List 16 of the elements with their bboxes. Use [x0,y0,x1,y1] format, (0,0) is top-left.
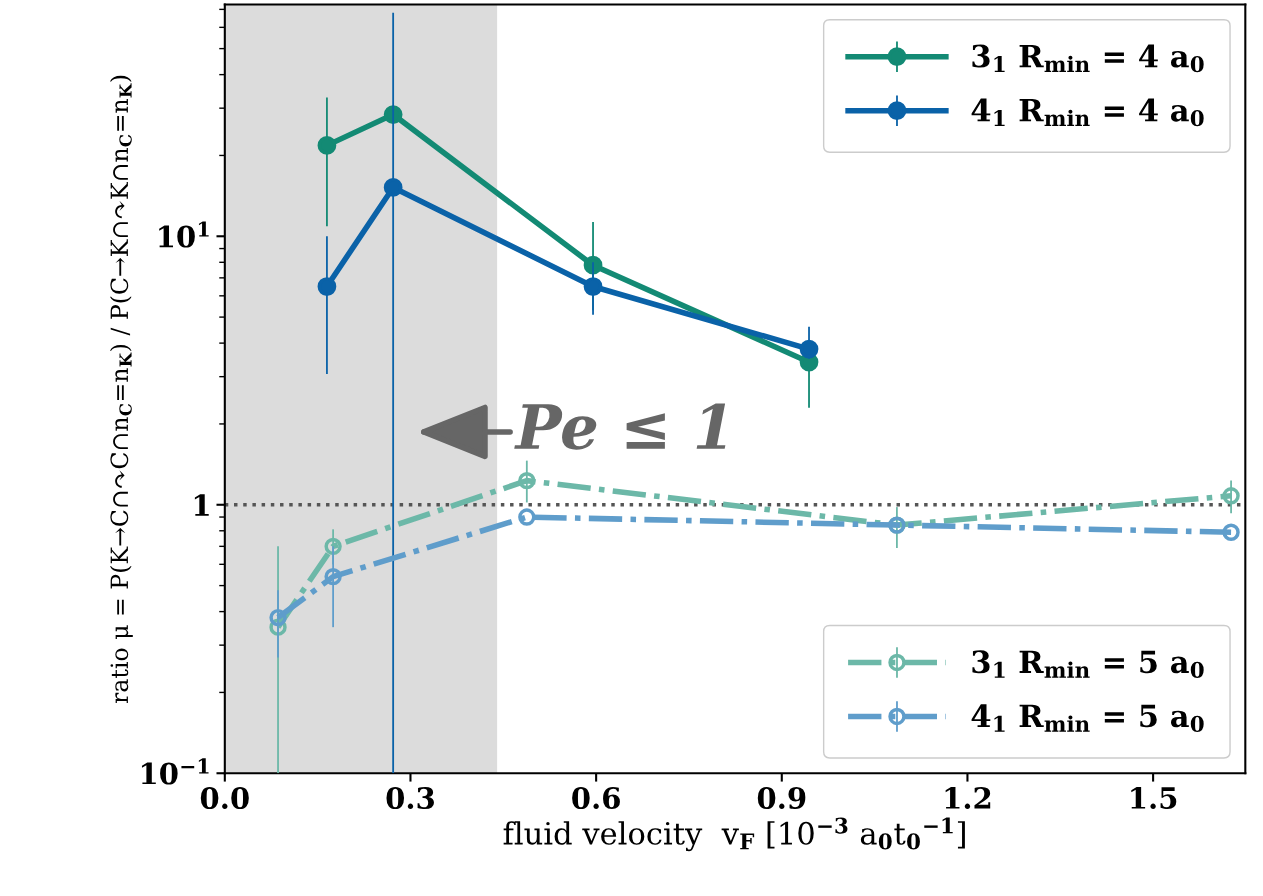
x-tick-label: 0.0 [200,786,249,810]
y-tick-label: 10$^{1}$ [159,221,209,248]
text: ratio μ = P(K→C∩↷C∩n$_{C}$=n$_{K}$) / P(C→K∩↷K∩n$_{C}$=n$_{K}$) [109,75,133,704]
x-tick-label: 1.5 [1131,786,1177,810]
x-tick-label: 0.3 [386,786,434,810]
text: fluid velocity v$_{F}$ [10$^{−3}$ a$_{0}$t$_{0}$$^{−1}$] [503,817,965,852]
y-tick-label: 10$^{−1}$ [141,758,209,785]
x-tick-label: 1.2 [945,786,991,810]
x-tick-label: 0.6 [572,786,620,810]
legend-label: 4$_{1}$ R$_{min}$ = 4 a$_{0}$ [971,98,1204,127]
legend-label: 3$_{1}$ R$_{min}$ = 5 a$_{0}$ [972,650,1204,678]
y-tick-label: 1 [194,494,209,516]
annotation: Pe ≤ 1 [514,403,726,450]
legend-label: 4$_{1}$ R$_{min}$ = 5 a$_{0}$ [971,704,1204,732]
legend-label: 3$_{1}$ R$_{min}$ = 4 a$_{0}$ [972,44,1204,73]
x-tick-label: 0.9 [757,786,806,810]
